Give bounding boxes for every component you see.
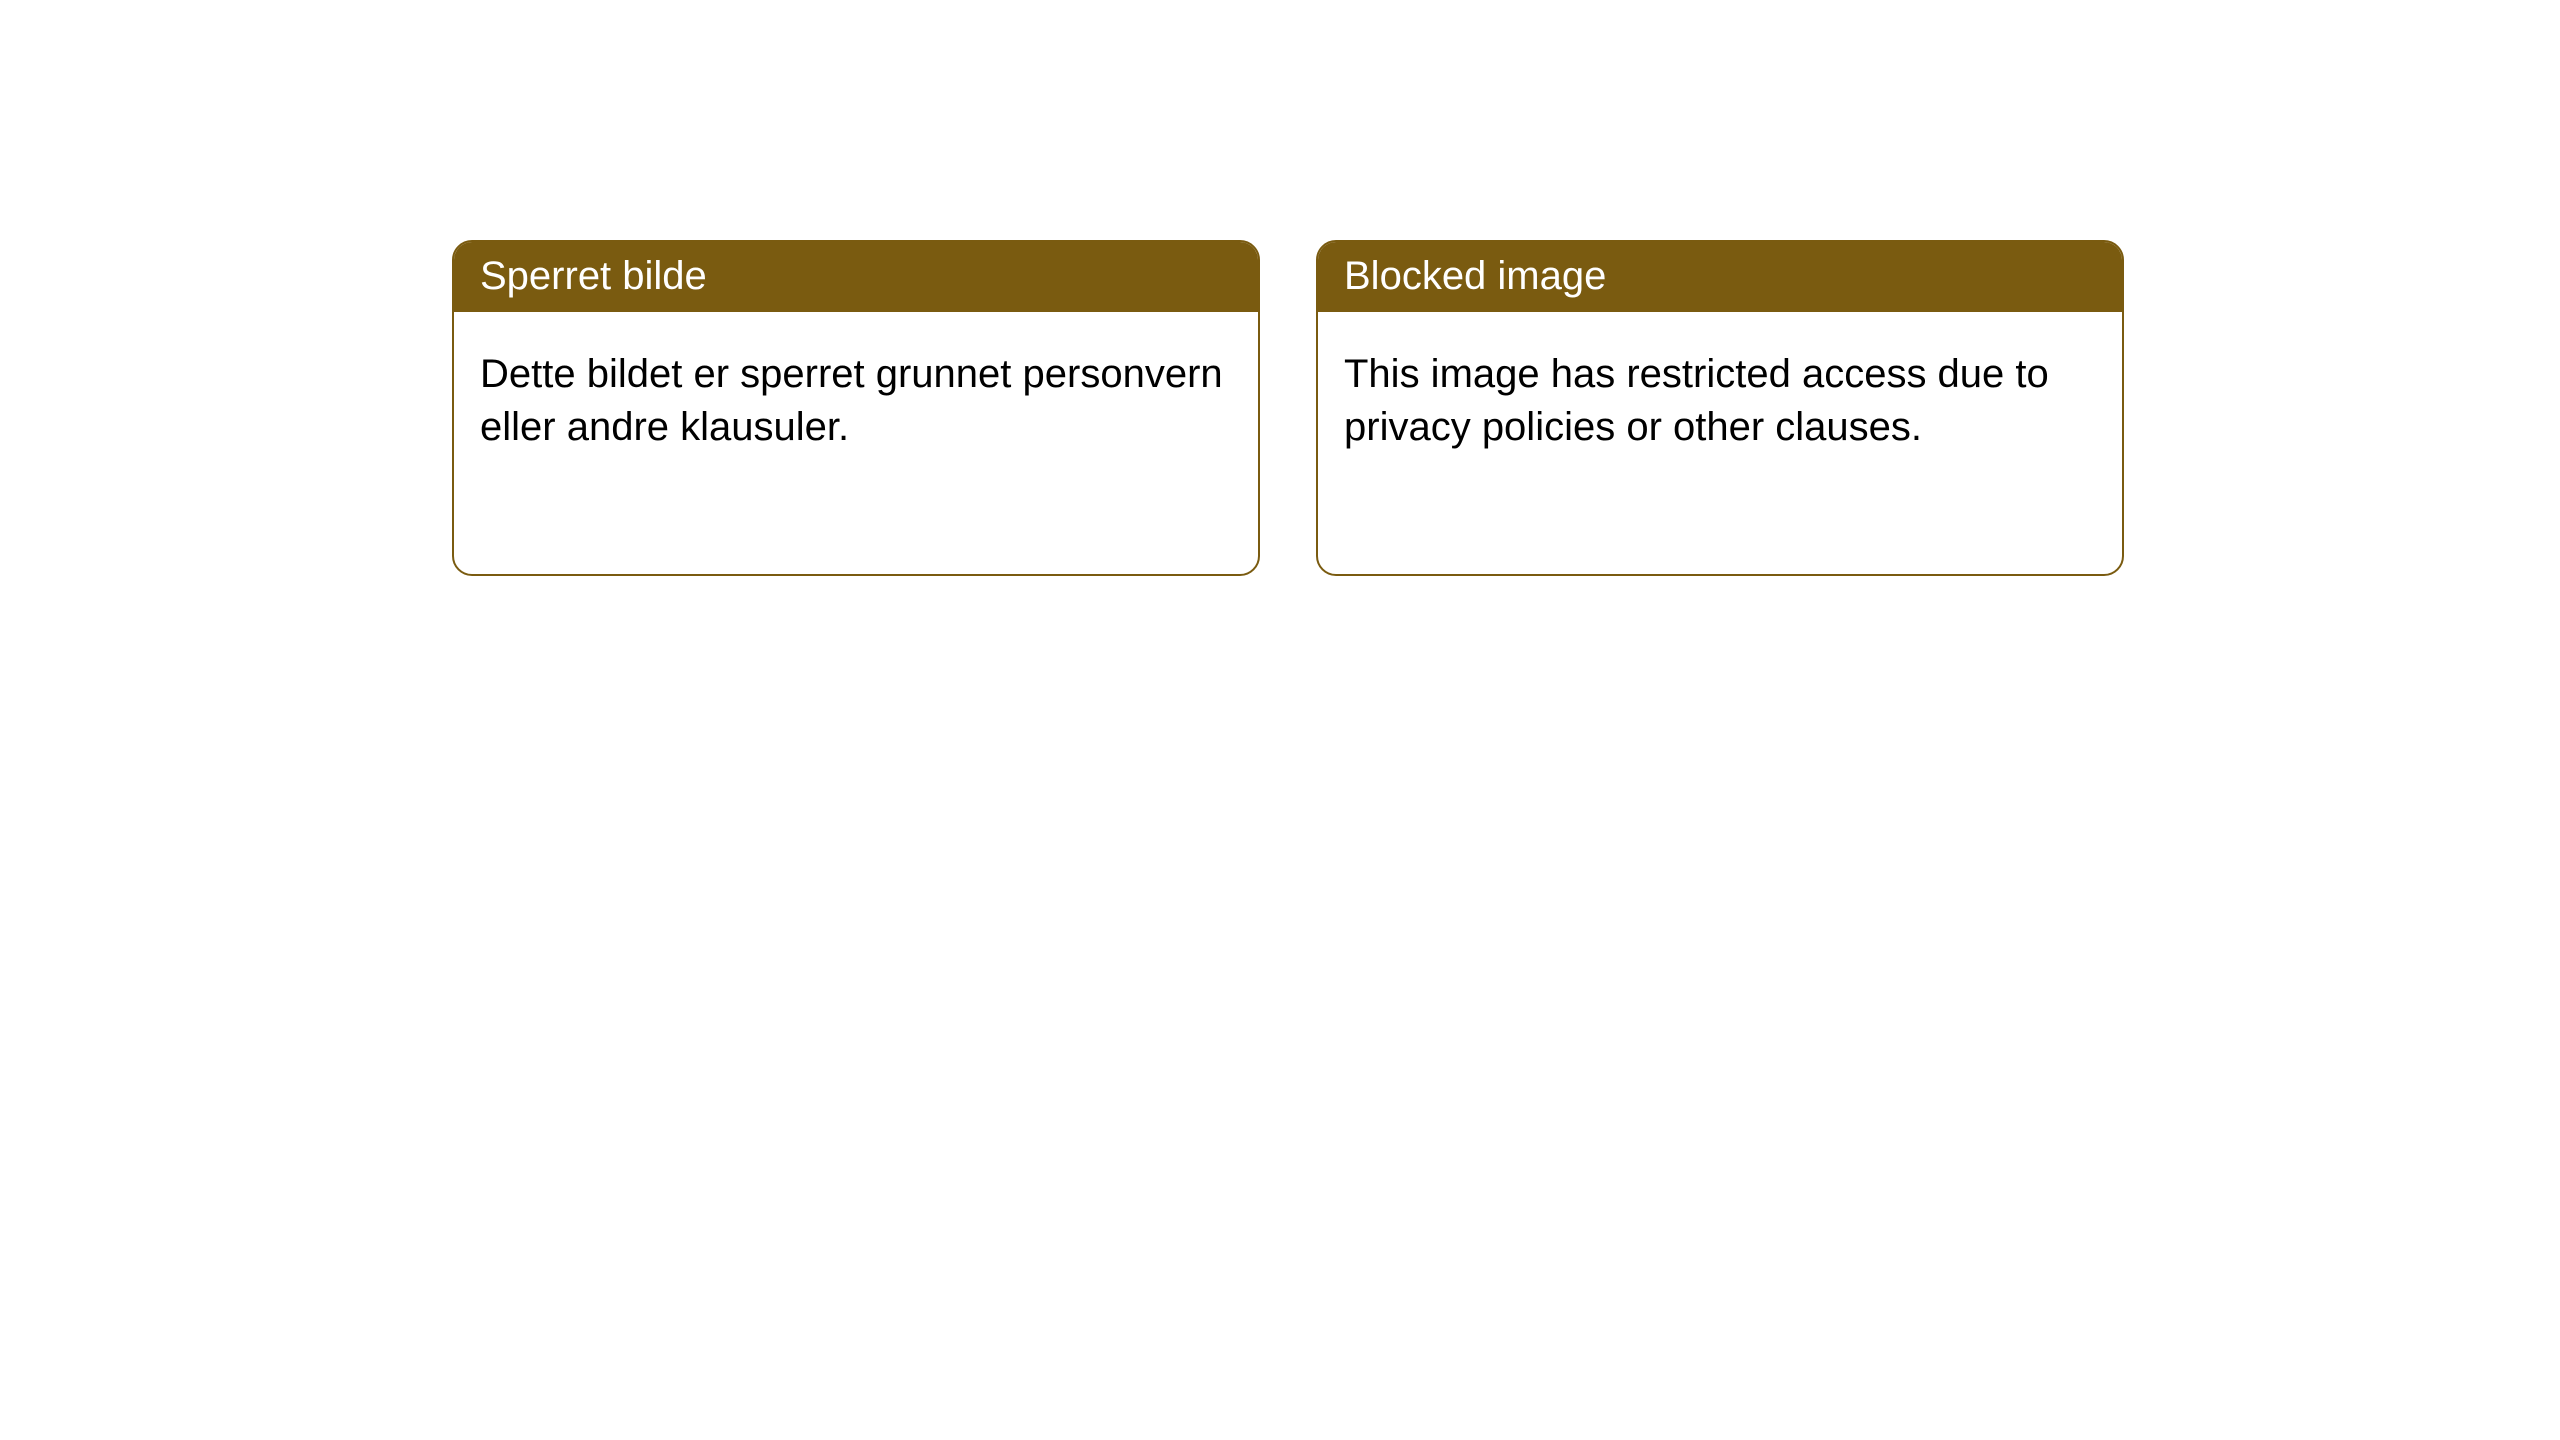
notice-card-norwegian: Sperret bilde Dette bildet er sperret gr… bbox=[452, 240, 1260, 576]
notice-card-english: Blocked image This image has restricted … bbox=[1316, 240, 2124, 576]
notice-body-english: This image has restricted access due to … bbox=[1318, 312, 2122, 480]
notice-body-norwegian: Dette bildet er sperret grunnet personve… bbox=[454, 312, 1258, 480]
notice-title-norwegian: Sperret bilde bbox=[454, 242, 1258, 312]
notice-container: Sperret bilde Dette bildet er sperret gr… bbox=[0, 0, 2560, 576]
notice-title-english: Blocked image bbox=[1318, 242, 2122, 312]
